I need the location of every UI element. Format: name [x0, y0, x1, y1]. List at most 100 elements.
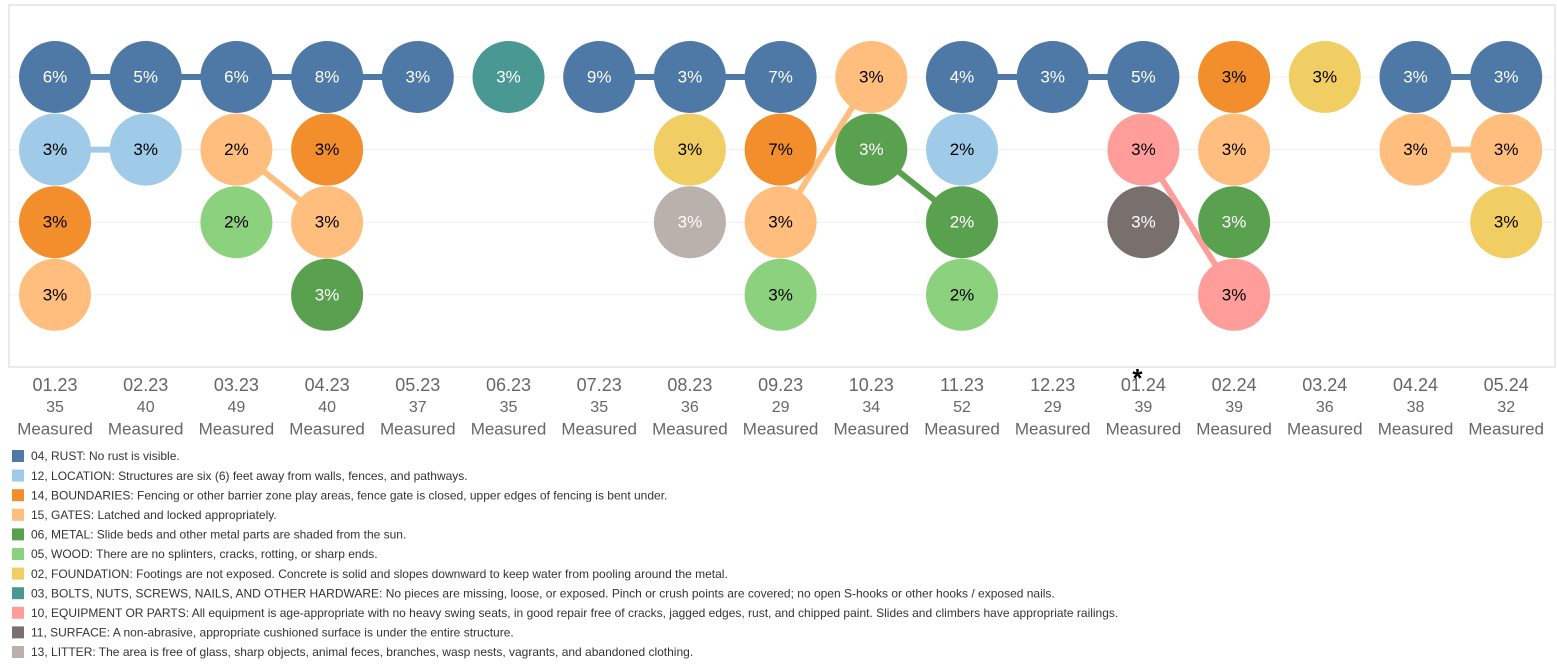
point [744, 258, 817, 331]
point [291, 186, 364, 259]
count-label: 35 [46, 399, 64, 416]
x-tick-label: 12.23 [1030, 375, 1075, 395]
point [835, 113, 908, 186]
value-label: 3% [768, 285, 793, 304]
value-label: 9% [587, 67, 612, 86]
point [472, 41, 545, 113]
sublabel: Measured [833, 419, 909, 438]
sublabel: Measured [108, 419, 184, 438]
x-tick-label: 07.23 [577, 375, 622, 395]
value-label: 5% [1131, 67, 1156, 86]
value-label: 3% [678, 67, 703, 86]
count-label: 37 [409, 399, 427, 416]
legend-label: 04, RUST: No rust is visible. [31, 449, 180, 463]
legend-swatch [12, 528, 24, 541]
sublabel: Measured [1196, 419, 1272, 438]
value-label: 8% [315, 67, 340, 86]
count-label: 52 [953, 399, 971, 416]
value-label: 7% [768, 140, 793, 159]
value-label: 6% [43, 67, 68, 86]
count-label: 35 [500, 399, 518, 416]
point [19, 113, 91, 186]
point [1470, 186, 1543, 259]
value-label: 3% [1222, 140, 1247, 159]
legend-swatch [12, 450, 24, 462]
x-tick-label: 02.24 [1212, 375, 1257, 395]
sublabel: Measured [1015, 419, 1091, 438]
count-label: 36 [1316, 399, 1334, 416]
value-label: 3% [859, 67, 884, 86]
point [1379, 41, 1452, 113]
value-label: 3% [133, 140, 158, 159]
point [1107, 113, 1180, 186]
point [1470, 41, 1543, 113]
value-label: 3% [496, 67, 521, 86]
legend-label: 11, SURFACE: A non-abrasive, appropriate… [31, 626, 514, 640]
points: 6% 3% 3% 3% 5% 3% 6% 2% 2% 8% 3% 3% 3% 3% 3% 9% 3% 3% 3% 7%… [19, 41, 1543, 331]
point [200, 113, 273, 186]
sublabel: Measured [17, 419, 93, 438]
x-tick-label: 08.23 [667, 375, 712, 395]
x-tick-label: 05.23 [395, 375, 440, 395]
value-label: 3% [1222, 285, 1247, 304]
point [1288, 41, 1361, 113]
sublabel: Measured [561, 419, 637, 438]
point [19, 258, 91, 331]
count-label: 34 [862, 399, 880, 416]
point [1107, 186, 1180, 259]
point [291, 113, 364, 186]
point [1198, 113, 1271, 186]
point [744, 41, 817, 113]
legend-swatch [12, 587, 24, 600]
x-tick-label: 04.24 [1393, 375, 1438, 395]
value-label: 3% [406, 67, 431, 86]
count-label: 35 [590, 399, 608, 416]
value-label: 3% [1403, 140, 1428, 159]
x-tick-label: 09.23 [758, 375, 803, 395]
value-label: 2% [224, 213, 249, 232]
value-label: 3% [43, 140, 68, 159]
value-label: 3% [1494, 67, 1519, 86]
legend-swatch [12, 469, 24, 482]
point [1198, 41, 1271, 113]
point [1470, 113, 1543, 186]
count-label: 49 [228, 399, 246, 416]
point [381, 41, 454, 113]
legend-swatch [12, 606, 24, 619]
point [200, 41, 273, 113]
legend-label: 13, LITTER: The area is free of glass, s… [31, 645, 693, 659]
value-label: 3% [859, 140, 884, 159]
x-tick-label: 06.23 [486, 375, 531, 395]
point [19, 41, 91, 113]
count-label: 39 [1225, 399, 1243, 416]
value-label: 2% [224, 140, 249, 159]
x-tick-label: 02.23 [123, 375, 168, 395]
value-label: 2% [950, 213, 975, 232]
point [19, 186, 91, 259]
value-label: 3% [1222, 213, 1247, 232]
x-tick-label: 01.23 [32, 375, 77, 395]
point [291, 41, 364, 113]
sublabel: Measured [652, 419, 728, 438]
x-tick-label: 01.24 [1121, 375, 1166, 395]
legend-swatch [12, 626, 24, 639]
point [926, 41, 998, 113]
value-label: 3% [1040, 67, 1065, 86]
legend-swatch [12, 489, 24, 502]
point [835, 41, 908, 113]
value-label: 3% [315, 140, 340, 159]
count-label: 38 [1407, 399, 1425, 416]
legend-label: 15, GATES: Latched and locked appropriat… [31, 508, 277, 522]
value-label: 3% [1222, 67, 1247, 86]
legend-label: 14, BOUNDARIES: Fencing or other barrier… [31, 488, 667, 502]
legend-swatch [12, 646, 24, 658]
value-label: 2% [950, 285, 975, 304]
value-label: 3% [315, 213, 340, 232]
point [926, 186, 998, 259]
value-label: 3% [1403, 67, 1428, 86]
point [926, 113, 998, 186]
legend-swatch [12, 567, 24, 580]
legend-label: 12, LOCATION: Structures are six (6) fee… [31, 469, 468, 483]
point [1198, 258, 1271, 331]
